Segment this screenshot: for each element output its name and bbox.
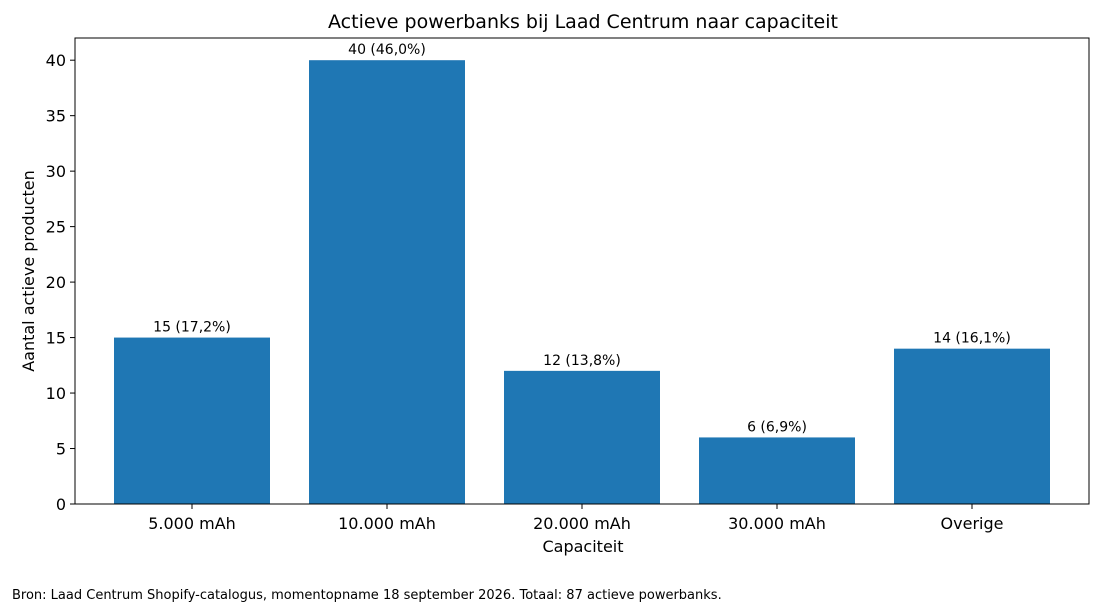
y-tick-label-3: 15 xyxy=(46,329,66,348)
x-tick-label-1: 10.000 mAh xyxy=(338,514,436,533)
bar-labels-group: 15 (17,2%) 40 (46,0%) 12 (13,8%) 6 (6,9%) 14… xyxy=(153,42,1011,435)
y-tick-label-0: 0 xyxy=(56,495,66,514)
y-tick-label-1: 5 xyxy=(56,440,66,459)
x-tick-label-3: 30.000 mAh xyxy=(728,514,826,533)
y-axis: 0 5 10 15 20 25 30 35 40 xyxy=(46,51,75,514)
x-axis-label: Capaciteit xyxy=(542,537,623,556)
bar-0 xyxy=(114,337,270,504)
source-note: Bron: Laad Centrum Shopify-catalogus, mo… xyxy=(12,588,722,603)
bars-group xyxy=(114,60,1050,504)
bar-3 xyxy=(699,437,855,504)
y-tick-label-8: 40 xyxy=(46,51,66,70)
bar-chart: Actieve powerbanks bij Laad Centrum naar… xyxy=(19,11,1090,556)
y-axis-label: Aantal actieve producten xyxy=(19,170,38,372)
y-tick-label-5: 25 xyxy=(46,218,66,237)
bar-data-label-4: 14 (16,1%) xyxy=(933,331,1011,347)
x-tick-label-2: 20.000 mAh xyxy=(533,514,631,533)
bar-data-label-1: 40 (46,0%) xyxy=(348,42,426,58)
plot-frame xyxy=(74,37,1090,505)
bar-data-label-0: 15 (17,2%) xyxy=(153,320,231,336)
x-tick-label-4: Overige xyxy=(941,514,1004,533)
y-tick-label-6: 30 xyxy=(46,162,66,181)
x-tick-label-0: 5.000 mAh xyxy=(148,514,236,533)
bar-2 xyxy=(504,370,660,504)
x-axis: 5.000 mAh 10.000 mAh 20.000 mAh 30.000 mAh O… xyxy=(148,504,1003,533)
bar-data-label-2: 12 (13,8%) xyxy=(543,353,621,369)
bar-data-label-3: 6 (6,9%) xyxy=(747,419,807,435)
y-tick-label-2: 10 xyxy=(46,384,66,403)
chart-title: Actieve powerbanks bij Laad Centrum naar… xyxy=(328,11,838,33)
y-tick-label-7: 35 xyxy=(46,107,66,126)
y-tick-label-4: 20 xyxy=(46,273,66,292)
bar-4 xyxy=(894,348,1050,504)
bar-1 xyxy=(309,60,465,504)
